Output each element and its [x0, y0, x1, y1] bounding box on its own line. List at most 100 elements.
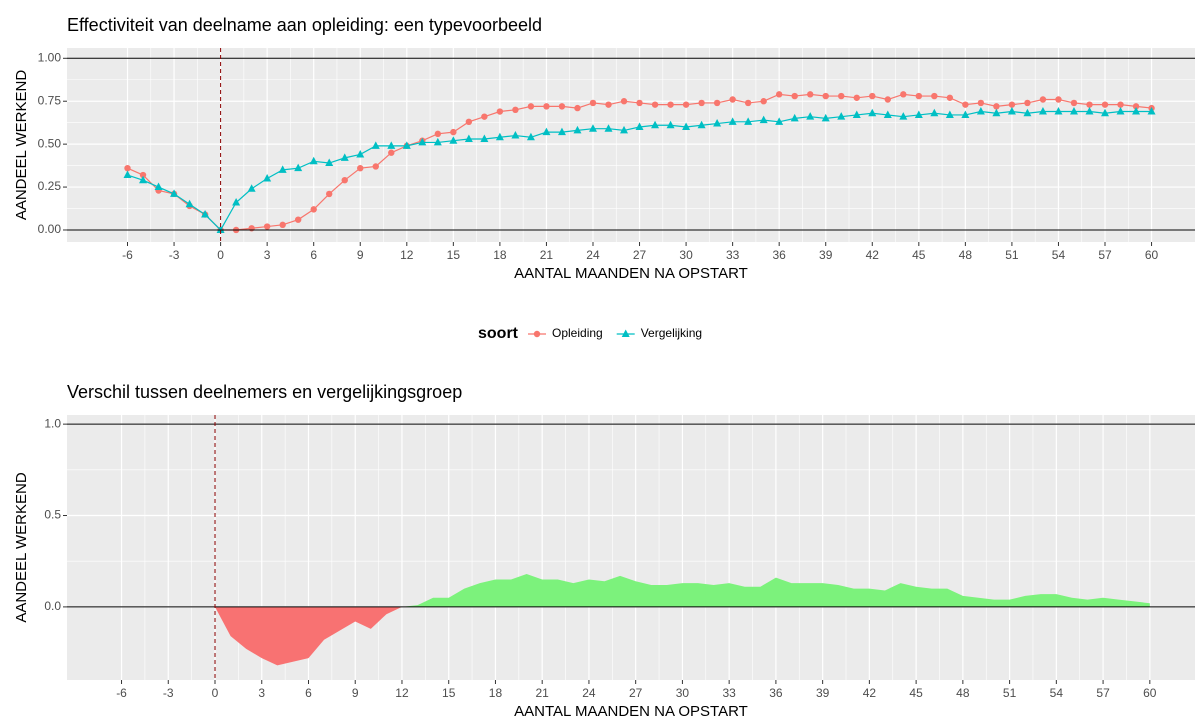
point [760, 98, 767, 105]
point [558, 103, 566, 110]
point [248, 225, 255, 232]
point [1070, 99, 1078, 107]
point [992, 108, 1001, 117]
point [822, 92, 829, 100]
point [247, 184, 256, 192]
point [1117, 101, 1124, 108]
x-tick-label: 27 [629, 686, 643, 700]
point [542, 127, 551, 136]
point [697, 120, 706, 129]
point [139, 175, 148, 184]
x-tick-label: 51 [1005, 248, 1019, 262]
point [1038, 107, 1047, 115]
point [667, 101, 674, 108]
point [1101, 101, 1109, 108]
x-tick-label: 33 [722, 686, 736, 700]
legend-label: Opleiding [552, 326, 603, 340]
point [852, 110, 861, 118]
point [1116, 107, 1125, 115]
point [574, 104, 581, 112]
point [1147, 107, 1156, 115]
point [543, 103, 550, 110]
point [604, 124, 613, 132]
y-tick-label: 1.00 [38, 50, 62, 64]
point [278, 165, 287, 173]
point [294, 163, 303, 172]
x-tick-label: 39 [816, 686, 830, 700]
point [170, 189, 179, 197]
point [495, 132, 504, 141]
x-tick-label: 60 [1143, 686, 1157, 700]
point [1024, 99, 1031, 107]
x-tick-label: 9 [352, 686, 359, 700]
y-tick-label: 0.25 [38, 179, 62, 193]
point [838, 92, 845, 100]
x-tick-label: 12 [395, 686, 409, 700]
point [899, 112, 908, 120]
x-tick-label: 21 [540, 248, 554, 262]
point [744, 117, 753, 125]
point [326, 190, 333, 198]
point [1023, 108, 1032, 117]
point [1086, 101, 1093, 108]
point [449, 136, 458, 144]
point [433, 137, 442, 146]
plot-layer [123, 91, 1156, 234]
point [481, 113, 488, 120]
point [371, 141, 380, 149]
x-tick-label: 30 [676, 686, 690, 700]
point [605, 101, 612, 108]
x-tick-label: -3 [163, 686, 174, 700]
point [636, 99, 643, 107]
point [869, 92, 876, 100]
point [915, 92, 923, 100]
point [480, 134, 489, 142]
x-tick-label: 3 [264, 248, 271, 262]
point [465, 118, 473, 126]
point [1039, 96, 1047, 103]
point [930, 108, 939, 117]
point [573, 125, 582, 134]
point [682, 101, 690, 108]
point [729, 96, 736, 103]
point [464, 134, 473, 142]
point [1101, 108, 1110, 117]
point [651, 101, 659, 108]
point [216, 225, 225, 233]
chart-title: Effectiviteit van deelname aan opleiding… [67, 15, 542, 35]
y-tick-label: 0.50 [38, 136, 62, 150]
point [511, 131, 520, 139]
x-tick-label: 45 [909, 686, 923, 700]
point [154, 182, 163, 191]
point [340, 153, 349, 161]
x-tick-label: 48 [959, 248, 973, 262]
point [884, 96, 891, 103]
x-tick-label: 54 [1052, 248, 1066, 262]
x-tick-label: 24 [586, 248, 600, 262]
point [1008, 101, 1016, 108]
point [309, 156, 318, 165]
point [961, 110, 970, 118]
x-tick-label: 42 [866, 248, 880, 262]
point [914, 110, 923, 118]
point [294, 216, 302, 223]
point [450, 128, 457, 136]
point [945, 110, 954, 118]
y-tick-label: 0.0 [44, 599, 61, 613]
point [946, 94, 954, 101]
x-tick-label: 15 [442, 686, 456, 700]
point [310, 206, 317, 213]
point [388, 149, 395, 156]
point [759, 115, 768, 124]
x-tick-label: 0 [217, 248, 224, 262]
point [931, 92, 938, 100]
point [713, 99, 721, 107]
x-tick-label: -6 [116, 686, 127, 700]
x-tick-label: 24 [582, 686, 596, 700]
point [527, 103, 535, 110]
point [791, 92, 798, 100]
point [698, 99, 705, 107]
point [589, 99, 597, 107]
point [977, 99, 985, 107]
point [263, 173, 272, 182]
